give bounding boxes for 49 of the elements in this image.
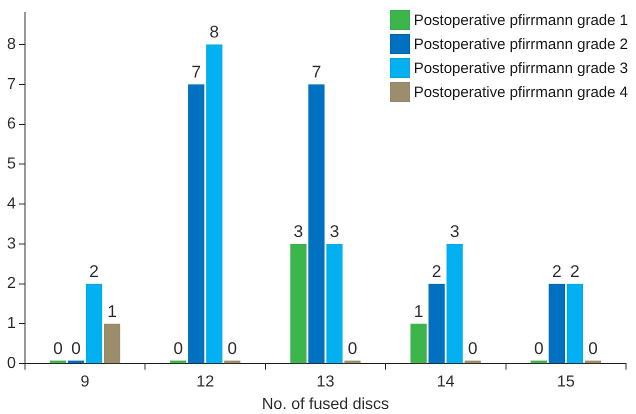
data-label: 7 [191, 62, 201, 82]
legend-label: Postoperative pfirrmann grade 2 [414, 36, 628, 52]
data-label: 2 [89, 262, 99, 282]
bar [290, 244, 307, 364]
data-label: 8 [210, 22, 219, 42]
x-tick-label: 9 [80, 374, 90, 391]
data-label: 1 [107, 302, 117, 321]
data-label: 0 [71, 338, 81, 358]
y-tick-label: 4 [6, 195, 16, 212]
bar [50, 360, 66, 364]
data-label: 2 [570, 262, 580, 282]
data-label: 0 [228, 338, 238, 358]
data-label: 2 [432, 262, 442, 282]
data-label: 3 [450, 222, 460, 242]
legend-label: Postoperative pfirrmann grade 4 [414, 84, 628, 100]
data-label: 7 [312, 62, 322, 82]
legend-label: Postoperative pfirrmann grade 3 [414, 60, 628, 76]
x-axis-title: No. of fused discs [262, 396, 390, 413]
x-tick-label: 15 [556, 374, 575, 391]
bar [446, 244, 463, 364]
data-label: 0 [348, 338, 358, 358]
data-label: 0 [588, 338, 598, 358]
bar [308, 84, 325, 364]
bar [326, 244, 343, 364]
data-label: 1 [414, 302, 424, 321]
data-label: 0 [173, 338, 183, 358]
data-label: 0 [534, 338, 544, 358]
y-tick-label: 3 [6, 235, 16, 252]
y-tick-label: 2 [6, 275, 16, 292]
bar [206, 44, 222, 364]
bar [188, 84, 204, 364]
y-tick-label: 8 [6, 36, 16, 53]
x-tick-label: 14 [436, 374, 455, 391]
legend-label: Postoperative pfirrmann grade 1 [414, 12, 628, 28]
data-label: 0 [53, 338, 63, 358]
bar [68, 360, 84, 364]
data-label: 2 [552, 262, 562, 282]
data-label: 3 [294, 222, 304, 242]
y-tick-label: 6 [6, 116, 16, 133]
y-tick-label: 0 [6, 355, 16, 372]
bar [170, 360, 186, 364]
data-label: 0 [468, 338, 478, 358]
x-tick-label: 12 [196, 374, 214, 391]
y-tick-label: 1 [6, 315, 16, 332]
bar [530, 360, 547, 364]
y-tick-label: 7 [6, 76, 16, 93]
y-tick-label: 5 [6, 156, 16, 173]
data-label: 3 [330, 222, 340, 242]
x-tick-label: 13 [316, 374, 334, 391]
